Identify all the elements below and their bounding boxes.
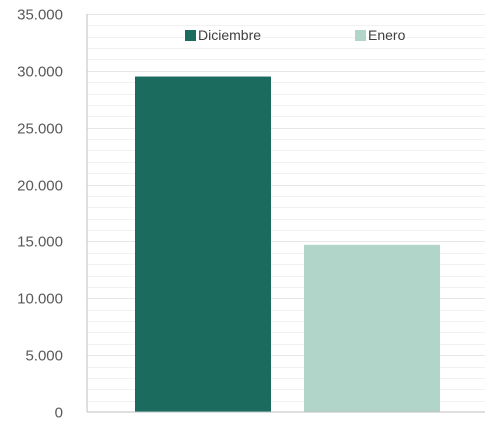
y-tick-label: 10.000 (17, 291, 63, 308)
legend-swatch-diciembre (185, 30, 196, 41)
y-tick-label: 5.000 (25, 348, 63, 365)
y-axis-ticks: 0 5.000 10.000 15.000 20.000 25.000 30.000 35.0… (17, 7, 63, 422)
y-tick-label: 25.000 (17, 121, 63, 138)
legend-swatch-enero (355, 30, 366, 41)
y-tick-label: 0 (55, 405, 63, 422)
legend: Diciembre Enero (185, 27, 406, 43)
bar-enero (304, 244, 440, 412)
y-tick-label: 35.000 (17, 7, 63, 24)
bar-diciembre (135, 76, 271, 413)
bars (135, 76, 440, 413)
legend-label-diciembre: Diciembre (198, 27, 261, 43)
legend-label-enero: Enero (368, 27, 406, 43)
y-tick-label: 20.000 (17, 178, 63, 195)
y-tick-label: 30.000 (17, 64, 63, 81)
y-tick-label: 15.000 (17, 234, 63, 251)
